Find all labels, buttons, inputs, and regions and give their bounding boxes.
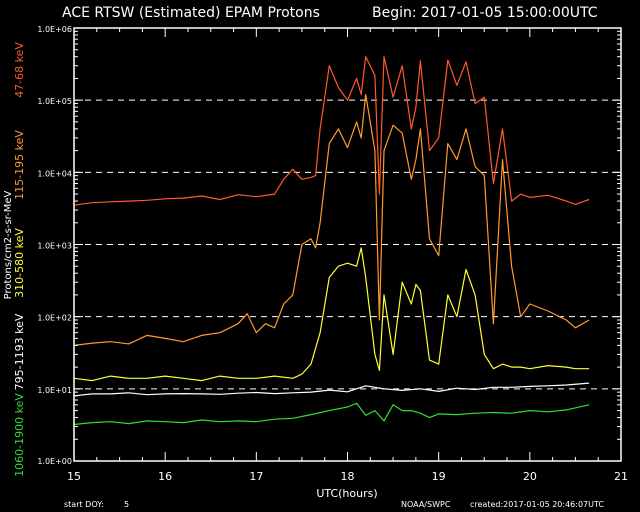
begin-time: Begin: 2017-01-05 15:00:00UTC <box>372 5 598 21</box>
series-line <box>73 382 590 397</box>
series-line <box>73 56 590 206</box>
legend-entry: 1060-1900 keV <box>13 393 26 477</box>
x-tick-label: 17 <box>249 470 263 483</box>
x-tick-label: 21 <box>614 470 628 483</box>
start-doy-label: start DOY: <box>64 500 104 509</box>
x-tick-label: 20 <box>523 470 537 483</box>
y-tick-label: 1.0E+02 <box>37 314 72 323</box>
created-timestamp: created:2017-01-05 20:46:07UTC <box>470 500 604 509</box>
y-tick-label: 1.0E+00 <box>37 457 72 466</box>
start-doy-value: 5 <box>124 500 129 509</box>
x-tick-label: 15 <box>67 470 81 483</box>
series-legend: 47-68 keV 115-195 keV 310-580 keV 795-1193 … <box>13 42 26 477</box>
y-tick-label: 1.0E+05 <box>37 97 72 106</box>
y-tick-label: 1.0E+06 <box>37 25 72 34</box>
series-lines <box>73 56 590 426</box>
series-line <box>73 93 590 346</box>
x-tick-label: 19 <box>432 470 446 483</box>
legend-entry: 310-580 keV <box>13 228 26 298</box>
legend-entry: 115-195 keV <box>13 130 26 200</box>
credit-label: NOAA/SWPC <box>401 500 451 509</box>
y-tick-label: 1.0E+01 <box>37 386 72 395</box>
legend-entry: 795-1193 keV <box>13 313 26 390</box>
x-tick-label: 16 <box>158 470 172 483</box>
legend-entry: 47-68 keV <box>13 42 26 98</box>
x-axis-label: UTC(hours) <box>316 487 377 500</box>
grid-lines <box>74 99 621 390</box>
y-tick-label: 1.0E+04 <box>37 169 72 178</box>
series-line <box>73 402 590 426</box>
x-tick-label: 18 <box>341 470 355 483</box>
y-axis-ticks: 1.0E+00 1.0E+01 1.0E+02 1.0E+03 1.0E+04 1.0E+… <box>37 25 621 466</box>
series-line <box>73 247 590 382</box>
y-tick-label: 1.0E+03 <box>37 242 72 251</box>
chart-title: ACE RTSW (Estimated) EPAM Protons <box>62 5 320 21</box>
x-axis-ticks: 15 16 17 18 19 20 21 <box>67 28 628 483</box>
y-axis-label: Protons/cm2-s-sr-MeV <box>3 190 14 299</box>
